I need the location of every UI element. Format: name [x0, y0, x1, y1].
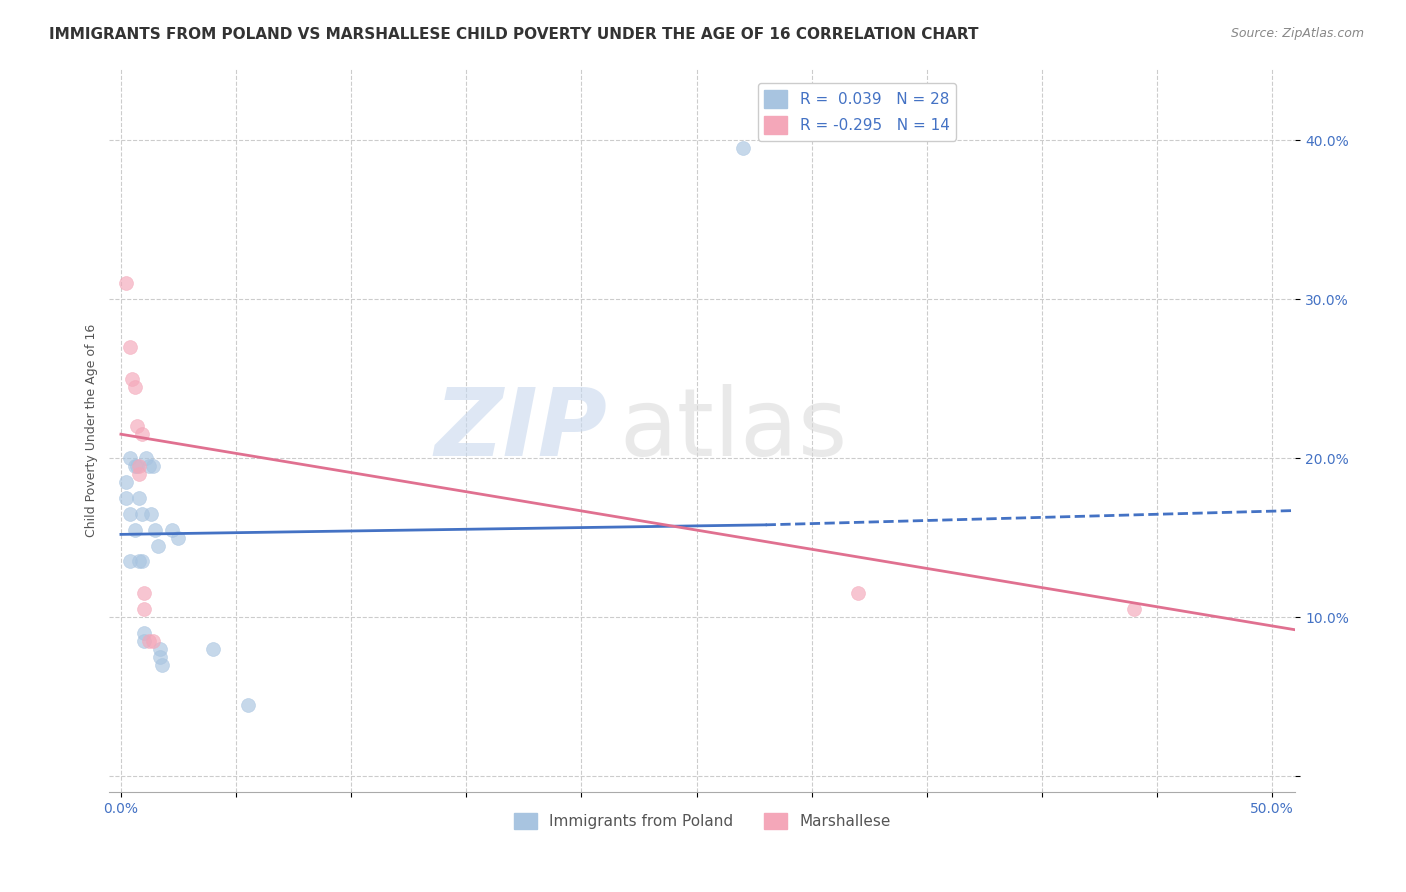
- Point: [114, 276, 136, 290]
- Point: [124, 379, 146, 393]
- Point: [124, 523, 146, 537]
- Point: [149, 649, 172, 664]
- Text: ZIP: ZIP: [434, 384, 607, 476]
- Text: IMMIGRANTS FROM POLAND VS MARSHALLESE CHILD POVERTY UNDER THE AGE OF 16 CORRELAT: IMMIGRANTS FROM POLAND VS MARSHALLESE CH…: [49, 27, 979, 42]
- Legend: Immigrants from Poland, Marshallese: Immigrants from Poland, Marshallese: [508, 806, 897, 835]
- Point: [150, 657, 173, 672]
- Point: [132, 634, 155, 648]
- Point: [731, 141, 754, 155]
- Point: [128, 491, 150, 505]
- Point: [132, 626, 155, 640]
- Point: [120, 507, 142, 521]
- Point: [846, 586, 869, 600]
- Text: atlas: atlas: [619, 384, 848, 476]
- Point: [145, 523, 167, 537]
- Y-axis label: Child Poverty Under the Age of 16: Child Poverty Under the Age of 16: [86, 324, 98, 537]
- Point: [128, 467, 150, 481]
- Point: [1123, 602, 1146, 616]
- Point: [131, 554, 153, 568]
- Point: [236, 698, 259, 712]
- Point: [167, 531, 190, 545]
- Point: [120, 340, 142, 354]
- Point: [131, 427, 153, 442]
- Point: [135, 451, 157, 466]
- Point: [132, 586, 155, 600]
- Point: [142, 634, 165, 648]
- Point: [160, 523, 183, 537]
- Point: [132, 602, 155, 616]
- Point: [114, 491, 136, 505]
- Point: [149, 641, 172, 656]
- Point: [124, 458, 146, 473]
- Text: Source: ZipAtlas.com: Source: ZipAtlas.com: [1230, 27, 1364, 40]
- Point: [128, 554, 150, 568]
- Point: [128, 458, 150, 473]
- Point: [114, 475, 136, 489]
- Point: [120, 451, 142, 466]
- Point: [138, 634, 160, 648]
- Point: [125, 458, 148, 473]
- Point: [202, 641, 225, 656]
- Point: [138, 458, 160, 473]
- Point: [131, 507, 153, 521]
- Point: [146, 539, 169, 553]
- Point: [121, 371, 143, 385]
- Point: [142, 458, 165, 473]
- Point: [139, 507, 162, 521]
- Point: [120, 554, 142, 568]
- Point: [125, 419, 148, 434]
